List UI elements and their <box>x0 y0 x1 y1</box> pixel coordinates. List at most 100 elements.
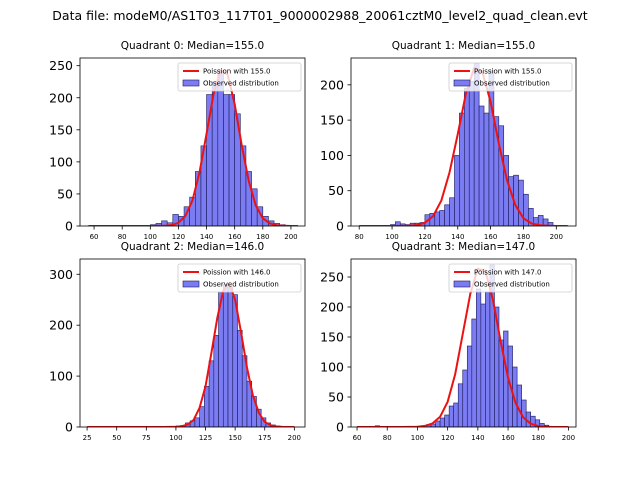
x-tick-label: 200 <box>562 434 575 442</box>
subplot-quadrant-0: Quadrant 0: Median=155.0 60 80 100 120 140 160… <box>49 40 306 241</box>
subplot-grid: Quadrant 0: Median=155.0 60 80 100 120 140 160… <box>49 40 577 442</box>
poisson-curve <box>88 69 298 226</box>
x-tick-label: 160 <box>501 434 514 442</box>
x-tick-label: 100 <box>169 434 182 442</box>
histogram-bar <box>508 176 514 226</box>
histogram-bar <box>488 70 495 226</box>
x-tick-label: 175 <box>258 434 271 442</box>
histogram-bar <box>521 399 527 427</box>
x-tick-label: 180 <box>256 233 269 241</box>
legend-line-label: Poission with 155.0 <box>474 68 542 76</box>
histogram-bar <box>439 210 445 226</box>
x-tick-label: 200 <box>550 233 563 241</box>
histogram-bar <box>449 197 455 226</box>
axes-frame <box>79 57 306 227</box>
x-tick-label: 120 <box>172 233 185 241</box>
y-tick-label: 250 <box>320 270 344 285</box>
x-tick-label: 150 <box>228 434 241 442</box>
histogram-bar <box>208 360 215 427</box>
y-tick-label: 0 <box>65 219 73 234</box>
legend-bar-swatch <box>182 79 200 87</box>
legend-box <box>448 62 573 92</box>
y-tick-label: 100 <box>49 154 73 169</box>
histogram-bar <box>478 105 485 226</box>
legend-line-label: Poission with 155.0 <box>203 68 271 76</box>
subplot-title: Quadrant 3: Median=147.0 <box>392 241 535 253</box>
y-tick-label: 0 <box>336 420 344 435</box>
axes-frame <box>350 258 577 428</box>
histogram-bar <box>232 294 238 427</box>
x-tick-label: 80 <box>118 233 127 241</box>
y-tick-label: 150 <box>49 122 73 137</box>
histogram-bar <box>211 81 219 226</box>
x-tick-label: 120 <box>418 233 431 241</box>
histogram-bar <box>237 329 243 427</box>
subplot-quadrant-2: Quadrant 2: Median=146.0 25 50 75 100 125 150 1… <box>49 241 306 442</box>
legend-box <box>448 263 573 293</box>
x-tick-label: 60 <box>90 233 99 241</box>
x-tick-label: 75 <box>142 434 151 442</box>
subplot-title: Quadrant 1: Median=155.0 <box>392 40 535 52</box>
y-tick-label: 100 <box>320 148 344 163</box>
y-tick-label: 50 <box>328 183 344 198</box>
histogram-bar <box>228 94 235 226</box>
histogram-bar <box>468 80 475 226</box>
x-tick-label: 80 <box>383 434 392 442</box>
legend-line-label: Poission with 147.0 <box>474 269 542 277</box>
axes-frame <box>79 258 306 428</box>
axes-frame <box>350 57 577 227</box>
y-tick-label: 250 <box>49 58 73 73</box>
legend-line-label: Poission with 146.0 <box>203 269 271 277</box>
x-tick-label: 100 <box>385 233 398 241</box>
legend-bar-swatch <box>182 280 200 288</box>
x-tick-label: 125 <box>199 434 212 442</box>
legend-bar-label: Observed distribution <box>203 80 279 88</box>
plot-area <box>357 264 569 427</box>
histogram-bar <box>471 318 477 427</box>
x-tick-label: 100 <box>411 434 424 442</box>
y-tick-label: 300 <box>49 267 73 282</box>
poisson-curve <box>87 282 295 427</box>
y-tick-label: 100 <box>320 360 344 375</box>
x-tick-label: 180 <box>517 233 530 241</box>
histogram-bar <box>444 204 450 226</box>
legend-box <box>177 62 302 92</box>
x-tick-label: 50 <box>112 434 121 442</box>
y-tick-label: 0 <box>336 219 344 234</box>
y-tick-label: 200 <box>49 90 73 105</box>
plot-area <box>88 69 298 226</box>
histogram-bar <box>439 417 445 427</box>
y-tick-label: 200 <box>320 300 344 315</box>
histogram-bar <box>457 383 464 427</box>
legend-bar-label: Observed distribution <box>474 80 550 88</box>
legend-box <box>177 263 302 293</box>
plot-area <box>87 282 295 427</box>
subplot-title: Quadrant 2: Median=146.0 <box>121 241 264 253</box>
legend-bar-swatch <box>453 79 471 87</box>
histogram-bar <box>476 288 482 427</box>
y-tick-label: 150 <box>320 330 344 345</box>
x-tick-label: 120 <box>441 434 454 442</box>
histogram-bar <box>227 286 234 427</box>
x-tick-label: 140 <box>200 233 213 241</box>
histogram-bar <box>199 406 205 427</box>
subplot-title: Quadrant 0: Median=155.0 <box>121 40 264 52</box>
histogram-bar <box>217 70 224 226</box>
histogram-bar <box>454 155 460 226</box>
x-tick-label: 60 <box>353 434 362 442</box>
histogram-bar <box>480 303 486 427</box>
histogram-bar <box>518 179 524 226</box>
histogram-bar <box>194 417 200 427</box>
legend-bar-label: Observed distribution <box>203 281 279 289</box>
subplot-quadrant-1: Quadrant 1: Median=155.0 80 100 120 140 160 18… <box>320 40 577 241</box>
histogram-bar <box>485 291 491 427</box>
y-tick-label: 200 <box>320 77 344 92</box>
x-tick-label: 180 <box>532 434 545 442</box>
x-tick-label: 200 <box>284 233 297 241</box>
x-tick-label: 80 <box>355 233 364 241</box>
y-tick-label: 50 <box>328 390 344 405</box>
histogram-bar <box>483 112 490 226</box>
histogram-bar <box>466 345 473 427</box>
histogram-bar <box>444 414 450 427</box>
